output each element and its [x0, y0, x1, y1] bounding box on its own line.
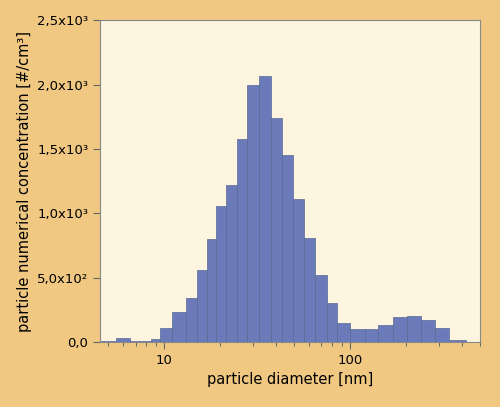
Y-axis label: particle numerical concentration [#/cm³]: particle numerical concentration [#/cm³] [16, 31, 32, 332]
Bar [207, 239, 216, 342]
Bar [407, 316, 421, 342]
Bar [216, 206, 226, 342]
Bar [294, 199, 304, 342]
Bar [160, 328, 172, 342]
Bar [116, 338, 130, 342]
Bar [282, 155, 294, 342]
Bar [378, 325, 393, 342]
Bar [130, 341, 141, 342]
Bar [236, 139, 248, 342]
Bar [365, 329, 378, 342]
X-axis label: particle diameter [nm]: particle diameter [nm] [207, 372, 373, 387]
Bar [449, 340, 466, 342]
Bar [186, 298, 197, 342]
Bar [248, 85, 260, 342]
Bar [152, 339, 160, 342]
Bar [434, 328, 449, 342]
Bar [393, 317, 407, 342]
Bar [421, 320, 434, 342]
Bar [271, 118, 282, 342]
Bar [141, 341, 152, 342]
Bar [172, 312, 186, 342]
Bar [304, 238, 316, 342]
Bar [316, 275, 327, 342]
Bar [327, 303, 337, 342]
Bar [260, 76, 271, 342]
Bar [337, 323, 350, 342]
Bar [197, 270, 207, 342]
Bar [226, 185, 236, 342]
Bar [100, 341, 116, 342]
Bar [350, 329, 365, 342]
